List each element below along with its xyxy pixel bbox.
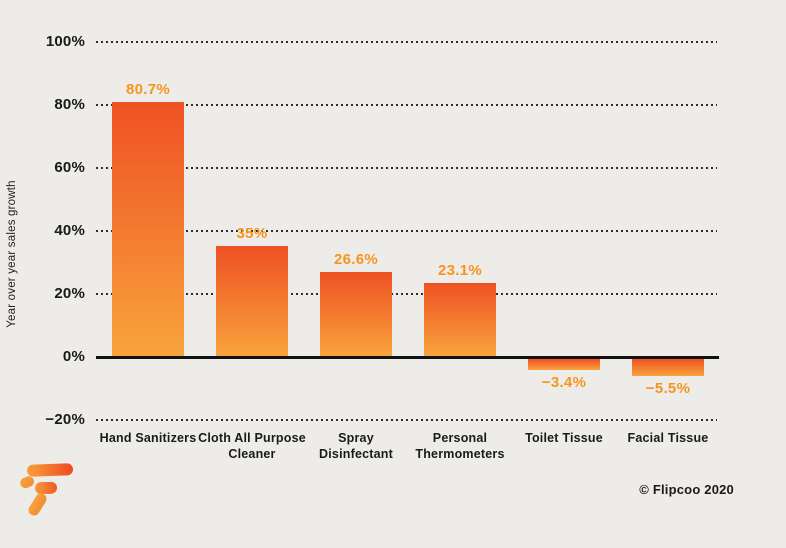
y-tick-label: −20% xyxy=(45,411,85,428)
copyright-text: © Flipcoo 2020 xyxy=(639,482,734,497)
y-tick-label: 20% xyxy=(54,285,85,302)
bar-value-label: −5.5% xyxy=(645,380,691,398)
y-tick-label: 80% xyxy=(54,96,85,113)
y-tick-label: 0% xyxy=(62,348,85,365)
category-label: Toilet Tissue xyxy=(525,431,603,445)
bar-value-label: 80.7% xyxy=(125,80,171,98)
category-label: Spray Disinfectant xyxy=(319,431,393,461)
bar xyxy=(112,101,184,356)
category-label: Personal Thermometers xyxy=(415,431,505,461)
gridline xyxy=(96,293,717,295)
category-label: Hand Sanitizers xyxy=(99,431,197,445)
bar-value-label: 35% xyxy=(236,224,268,242)
bar-value-label: 23.1% xyxy=(437,262,483,280)
gridline xyxy=(96,41,717,43)
bar xyxy=(424,283,496,356)
bar xyxy=(320,272,392,356)
gridline xyxy=(96,104,717,106)
y-tick-label: 100% xyxy=(45,33,85,50)
bar xyxy=(216,245,288,356)
category-label: Cloth All Purpose Cleaner xyxy=(198,431,306,461)
category-label: Facial Tissue xyxy=(627,431,709,445)
bar-value-label: −3.4% xyxy=(541,373,587,391)
gridline xyxy=(96,419,717,421)
y-tick-label: 40% xyxy=(54,222,85,239)
zero-axis-line xyxy=(96,356,719,359)
y-tick-label: 60% xyxy=(54,159,85,176)
bar-value-label: 26.6% xyxy=(333,251,379,269)
bar xyxy=(528,359,600,370)
flipcoo-logo-icon xyxy=(20,463,73,516)
bar xyxy=(632,359,704,377)
gridline xyxy=(96,167,717,169)
gridline xyxy=(96,230,717,232)
y-axis-title: Year over year sales growth xyxy=(6,180,18,328)
